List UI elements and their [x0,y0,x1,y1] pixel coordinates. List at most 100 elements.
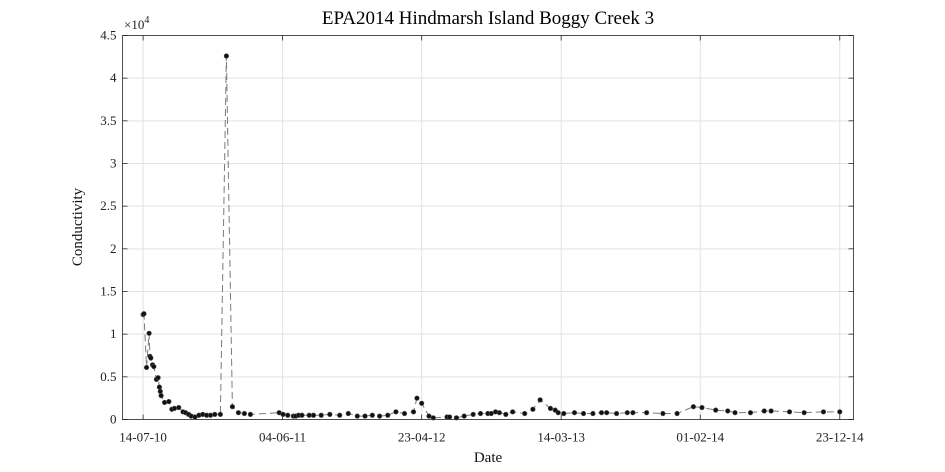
data-point [674,410,680,417]
data-point [212,411,218,417]
data-point [401,410,408,417]
data-point [522,410,528,417]
tick-layer: 0 0.5 1 1.5 2 2.5 3 3.5 4 4.5 14-07-10 04-06-11 23-0… [100,28,864,445]
data-point [310,412,317,418]
data-point [547,405,554,412]
data-point [280,411,286,417]
y-tick-label: 0.5 [100,369,116,384]
x-tick-label: 14-03-13 [537,430,585,445]
y-tick-label: 3.5 [100,113,116,128]
data-point [801,410,807,416]
data-point [699,404,705,411]
data-point [148,355,154,361]
data-point [393,409,399,415]
data-point [217,411,223,417]
data-point [241,410,247,417]
x-tick-label: 01-02-14 [676,430,724,445]
data-point [362,413,368,419]
data-point [318,412,324,418]
chart-title: EPA2014 Hindmarsh Island Boggy Creek 3 [322,8,654,29]
data-point [761,408,767,414]
data-point [768,408,774,414]
y-tick-label: 0 [110,412,117,427]
data-point [151,363,157,370]
y-tick-label: 1.5 [100,284,116,299]
x-tick-label: 23-12-14 [816,430,864,445]
data-point [624,410,630,416]
data-point [561,410,567,417]
y-tick-label: 2.5 [100,198,116,213]
data-point [306,412,312,418]
plot-frame [122,35,854,420]
data-point [158,393,164,399]
data-point [207,412,214,418]
data-point [477,410,484,417]
data-point [156,384,163,390]
data-point [598,410,605,416]
data-point [141,311,147,317]
data-point [786,409,793,415]
data-point [146,330,152,336]
data-point [345,410,351,417]
data-point [690,404,696,410]
data-point [725,408,731,414]
data-point [837,409,843,415]
data-point [820,409,827,415]
data-point [604,410,610,416]
data-point [713,407,719,413]
data-point [223,53,229,59]
data-point [660,410,666,417]
data-point [299,412,305,418]
data-point [155,375,161,381]
data-point [537,397,543,403]
data-point [470,411,476,417]
data-point [496,410,502,416]
data-point [143,364,150,371]
data-point [337,412,343,418]
data-point [247,411,254,417]
data-point [503,411,509,417]
y-tick-label: 4 [110,70,117,85]
y-tick-label: 2 [110,241,117,256]
data-point [410,409,417,415]
y-axis-label: Conductivity [70,187,86,266]
y-tick-label: 1 [110,326,117,341]
data-point [369,412,375,418]
data-point [419,400,425,406]
data-point [385,412,391,418]
data-point [732,410,738,416]
data-point [285,412,291,418]
data-point [580,410,587,417]
data-point [571,410,578,416]
y-exponent-power: 4 [144,15,149,26]
data-point [176,404,182,411]
data-point [590,410,596,417]
data-point [613,410,620,417]
data-point [414,395,420,401]
data-point [555,410,561,416]
data-point [530,406,536,412]
data-point [644,410,650,416]
data-point [747,410,754,416]
y-tick-label: 4.5 [100,28,116,43]
data-point [377,413,383,419]
series-line [142,55,840,419]
data-point [354,413,360,419]
data-point [488,410,494,417]
point-layer [140,53,843,421]
x-tick-label: 23-04-12 [398,430,446,445]
data-point [630,410,636,416]
data-point [426,413,432,419]
grid-layer [122,35,854,420]
data-point [430,415,436,421]
data-point [461,413,467,419]
y-exponent-base: ×10 [124,17,144,32]
y-exponent-label: ×104 [124,15,149,32]
x-tick-label: 14-07-10 [119,430,167,445]
data-point [166,398,172,405]
data-point [161,399,168,406]
data-point [327,411,333,417]
data-point [235,410,241,416]
data-point [510,409,516,415]
